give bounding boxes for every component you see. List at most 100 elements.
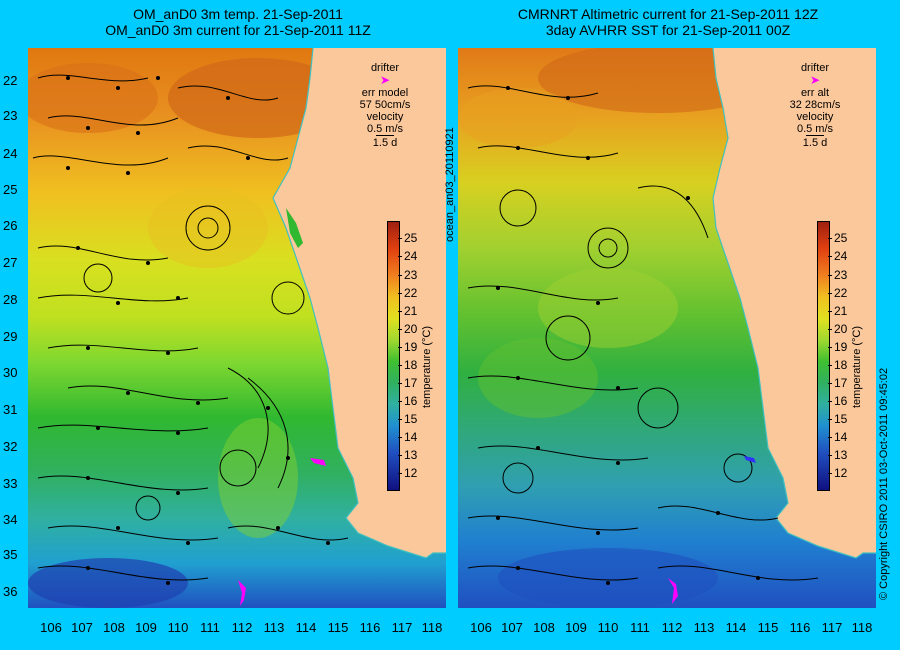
colorbar-tick: 22 [827, 286, 848, 300]
left-legend: drifter ➤ err model 57 50cm/s velocity 0… [350, 62, 420, 149]
lon-label: 106 [40, 620, 62, 635]
drifter-arrow-icon: ➤ [379, 73, 391, 87]
colorbar-tick: 21 [397, 304, 418, 318]
colorbar-tick: 20 [827, 322, 848, 336]
colorbar-label: temperature (°C) [421, 325, 433, 408]
coastline [712, 48, 876, 559]
right-longitude-axis: 106 107 108 109 110 111 112 113 114 115 … [458, 620, 876, 636]
left-map-svg [28, 48, 446, 608]
lat-label: 27 [3, 255, 18, 270]
right-map-svg [458, 48, 876, 608]
lat-label: 28 [3, 292, 18, 307]
left-longitude-axis: 106 107 108 109 110 111 112 113 114 115 … [28, 620, 446, 636]
colorbar-tick: 23 [397, 268, 418, 282]
drifter-track [668, 578, 678, 604]
colorbar-tick: 16 [397, 394, 418, 408]
lon-label: 112 [231, 620, 253, 635]
colorbar-tick: 24 [827, 249, 848, 263]
lat-label: 34 [3, 512, 18, 527]
colorbar-tick: 17 [827, 376, 848, 390]
colorbar-tick: 12 [827, 466, 848, 480]
drifter-arrow-icon: ➤ [809, 73, 821, 87]
lon-label: 107 [501, 620, 523, 635]
right-title-line1: CMRNRT Altimetric current for 21-Sep-201… [517, 6, 819, 22]
lat-label: 30 [3, 365, 18, 380]
lat-label: 25 [3, 182, 18, 197]
colorbar-tick: 15 [397, 412, 418, 426]
colorbar-tick: 14 [827, 430, 848, 444]
lon-label: 115 [327, 620, 349, 635]
right-title-line2: 3day AVHRR SST for 21-Sep-2011 00Z [545, 22, 791, 38]
lon-label: 109 [135, 620, 157, 635]
lon-label: 107 [71, 620, 93, 635]
colorbar-label: temperature (°C) [851, 325, 863, 408]
latitude-axis: 22 23 24 25 26 27 28 29 30 31 32 33 34 3… [0, 48, 28, 608]
colorbar-tick: 17 [397, 376, 418, 390]
lat-label: 23 [3, 108, 18, 123]
lat-label: 31 [3, 402, 18, 417]
colorbar-tick: 24 [397, 249, 418, 263]
colorbar-tick: 19 [397, 340, 418, 354]
coastline [272, 48, 446, 559]
lon-label: 115 [757, 620, 779, 635]
velocity-time: 1.5 d [802, 137, 828, 149]
velocity-scale-bar [806, 135, 824, 137]
lon-label: 118 [421, 620, 443, 635]
lon-label: 113 [263, 620, 285, 635]
lat-label: 24 [3, 146, 18, 161]
colorbar-tick: 23 [827, 268, 848, 282]
lon-label: 116 [359, 620, 381, 635]
lat-label: 33 [3, 476, 18, 491]
err-label: err model [361, 87, 409, 99]
lat-label: 26 [3, 218, 18, 233]
lon-label: 114 [725, 620, 747, 635]
err-value: 32 28cm/s [789, 99, 841, 111]
colorbar-tick: 18 [397, 358, 418, 372]
land-mass [273, 48, 446, 558]
drifter-track [310, 458, 326, 466]
lon-label: 106 [470, 620, 492, 635]
lon-label: 117 [821, 620, 843, 635]
lon-label: 111 [200, 620, 220, 635]
current-streamlines [467, 85, 819, 581]
err-value: 57 50cm/s [359, 99, 411, 111]
left-title-line2: OM_anD0 3m current for 21-Sep-2011 11Z [105, 22, 371, 38]
lon-label: 111 [630, 620, 650, 635]
velocity-scale: 0.5 m/s [366, 123, 404, 135]
temperature-colorbar [817, 221, 830, 491]
colorbar-tick: 15 [827, 412, 848, 426]
left-title-line1: OM_anD0 3m temp. 21-Sep-2011 [133, 6, 343, 22]
colorbar-tick: 20 [397, 322, 418, 336]
colorbar-tick: 25 [397, 231, 418, 245]
colorbar-tick: 18 [827, 358, 848, 372]
drifter-legend-label: drifter [370, 62, 400, 74]
drifter-track [238, 580, 246, 606]
left-model-map[interactable] [28, 48, 446, 608]
lon-label: 116 [789, 620, 811, 635]
lon-label: 110 [167, 620, 189, 635]
lon-label: 112 [661, 620, 683, 635]
temperature-colorbar [387, 221, 400, 491]
colorbar-tick: 16 [827, 394, 848, 408]
err-label: err alt [800, 87, 830, 99]
lat-label: 36 [3, 584, 18, 599]
lon-label: 110 [597, 620, 619, 635]
lon-label: 118 [851, 620, 873, 635]
shark-bay [286, 208, 303, 248]
velocity-scale-bar [376, 135, 394, 137]
colorbar-tick: 25 [827, 231, 848, 245]
colorbar-ticks: 25 24 23 22 21 20 19 18 17 16 15 14 13 1… [827, 221, 860, 489]
drifter-track [744, 456, 756, 463]
velocity-time: 1.5 d [372, 137, 398, 149]
colorbar-ticks: 25 24 23 22 21 20 19 18 17 16 15 14 13 1… [397, 221, 430, 489]
colorbar-tick: 22 [397, 286, 418, 300]
lon-label: 108 [533, 620, 555, 635]
colorbar-tick: 12 [397, 466, 418, 480]
drifter-legend-label: drifter [800, 62, 830, 74]
lon-label: 117 [391, 620, 413, 635]
right-map-title: CMRNRT Altimetric current for 21-Sep-201… [458, 6, 878, 38]
velocity-scale: 0.5 m/s [796, 123, 834, 135]
lon-label: 114 [295, 620, 317, 635]
right-satellite-map[interactable] [458, 48, 876, 608]
colorbar-tick: 21 [827, 304, 848, 318]
